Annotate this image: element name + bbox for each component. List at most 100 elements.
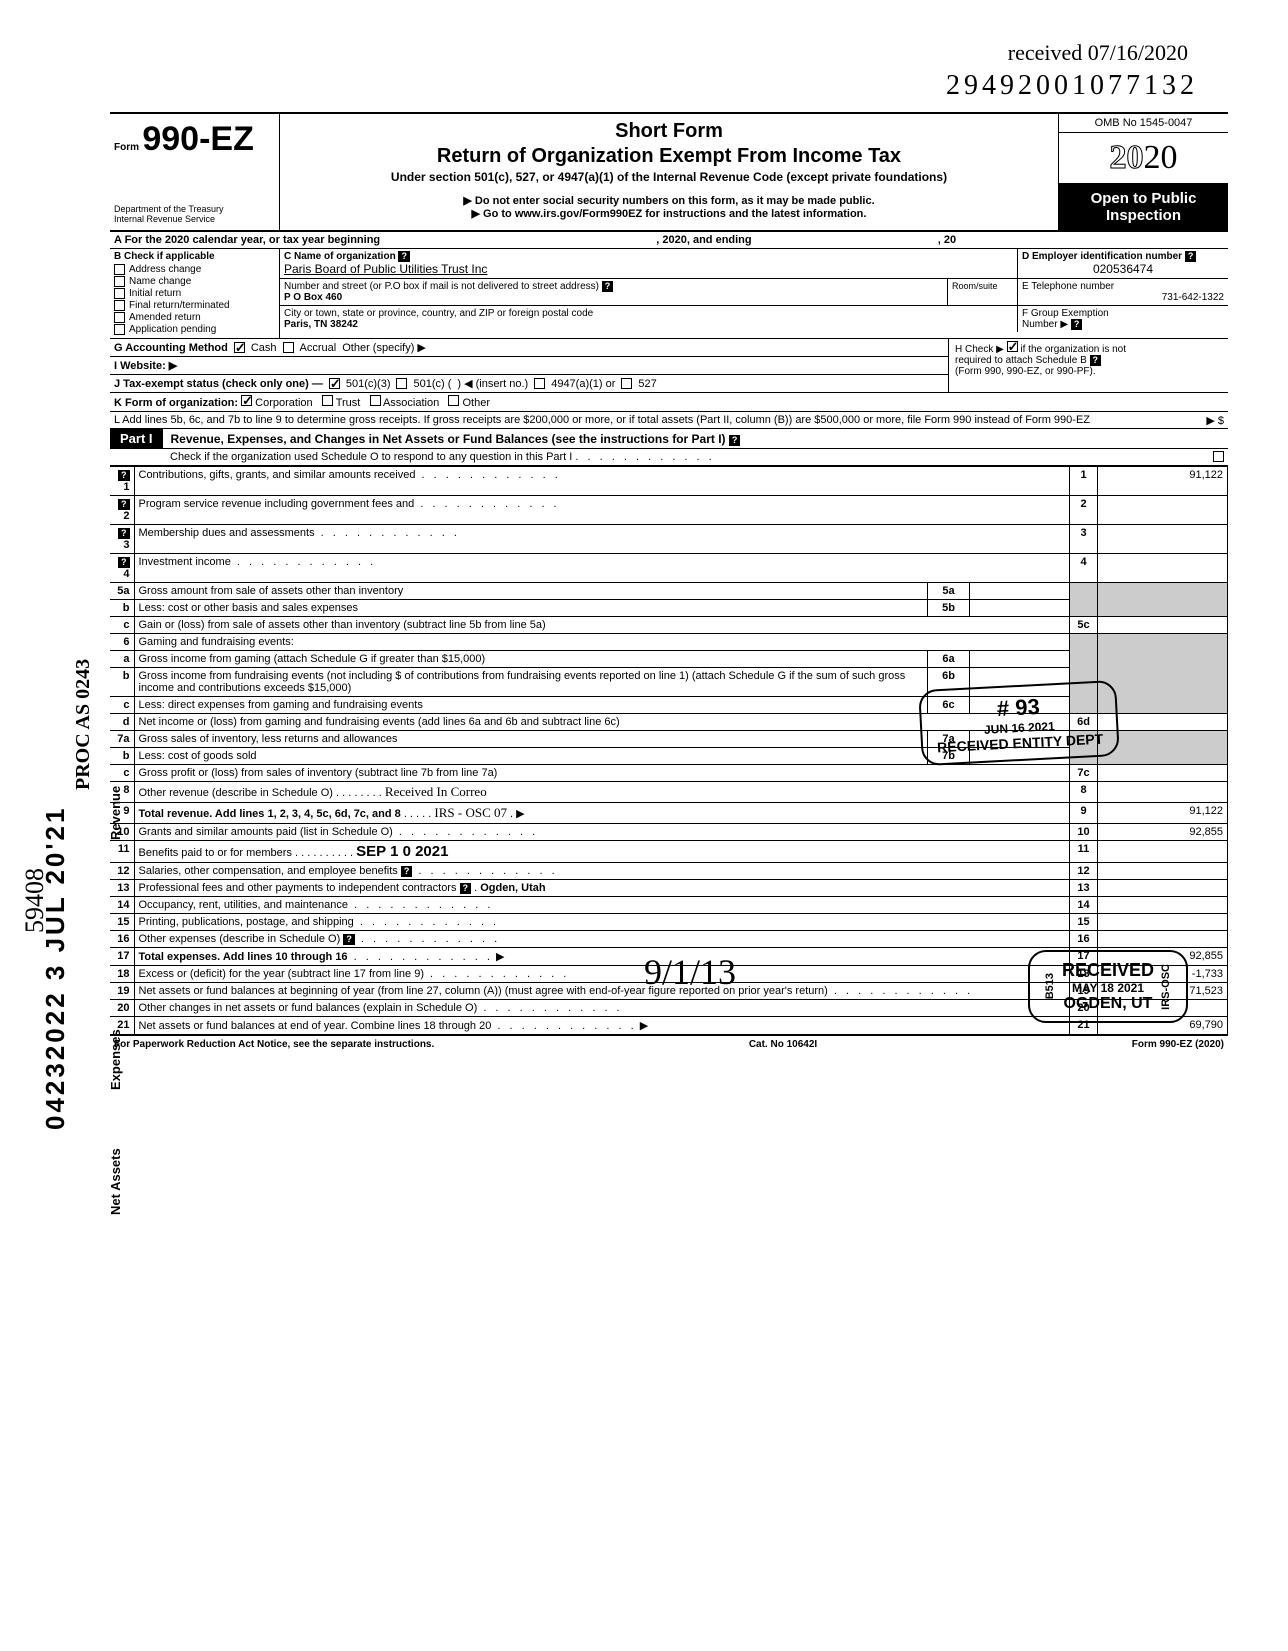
line-13-desc: Professional fees and other payments to … [139, 882, 457, 894]
line-5b-box: 5b [928, 600, 970, 617]
line-5c-desc: Gain or (loss) from sale of assets other… [139, 619, 546, 631]
row-c-name: C Name of organization ? Paris Board of … [280, 249, 1228, 279]
line-7c-col: 7c [1070, 765, 1098, 782]
chk-application-pending[interactable]: Application pending [114, 324, 275, 335]
line-7b-num: b [110, 748, 134, 765]
line-2-col: 2 [1070, 496, 1098, 525]
chk-association[interactable] [370, 395, 381, 406]
line-9-desc: Total revenue. Add lines 1, 2, 3, 4, 5c,… [139, 808, 401, 820]
e-phone-label: E Telephone number [1022, 281, 1224, 292]
help-icon: ? [729, 435, 741, 446]
line-4-desc: Investment income [139, 556, 231, 568]
chk-cash[interactable] [234, 342, 245, 353]
chk-final-return[interactable]: Final return/terminated [114, 300, 275, 311]
line-10-desc: Grants and similar amounts paid (list in… [139, 826, 393, 838]
chk-initial-return[interactable]: Initial return [114, 288, 275, 299]
handwritten-top: received 07/16/2020 [110, 40, 1228, 66]
omb-number: OMB No 1545-0047 [1059, 114, 1228, 133]
chk-h[interactable] [1007, 341, 1018, 352]
line-4: ? 4 Investment income 4 [110, 554, 1228, 583]
line-16-desc: Other expenses (describe in Schedule O) [139, 933, 341, 945]
line-14: 14 Occupancy, rent, utilities, and maint… [110, 897, 1228, 914]
chk-label-3: Final return/terminated [129, 300, 230, 311]
line-2: ? 2 Program service revenue including go… [110, 496, 1228, 525]
row-a: A For the 2020 calendar year, or tax yea… [110, 232, 1228, 249]
line-9-col: 9 [1070, 803, 1098, 824]
opt-corp: Corporation [255, 397, 312, 409]
addr-value: P O Box 460 [284, 292, 943, 303]
line-15: 15 Printing, publications, postage, and … [110, 914, 1228, 931]
line-3-num: 3 [123, 539, 129, 551]
f-group-label: F Group Exemption [1022, 308, 1224, 319]
line-5c: c Gain or (loss) from sale of assets oth… [110, 617, 1228, 634]
line-15-col: 15 [1070, 914, 1098, 931]
stamp-sep-date: SEP 1 0 2021 [356, 843, 448, 860]
line-6a-box: 6a [928, 651, 970, 668]
opt-trust: Trust [336, 397, 361, 409]
stamp-corres: Received In Correo [385, 784, 487, 799]
chk-amended-return[interactable]: Amended return [114, 312, 275, 323]
chk-label-1: Name change [129, 276, 191, 287]
chk-schedule-o[interactable] [1213, 451, 1224, 462]
help-icon: ? [1071, 319, 1083, 330]
h-text-3: required to attach Schedule B [955, 355, 1087, 366]
line-6d-num: d [110, 714, 134, 731]
line-11-num: 11 [110, 841, 134, 863]
line-8: 8 Other revenue (describe in Schedule O)… [110, 782, 1228, 803]
j-label: J Tax-exempt status (check only one) — [114, 378, 323, 390]
line-6c-desc: Less: direct expenses from gaming and fu… [139, 699, 423, 711]
line-4-val [1098, 554, 1228, 583]
chk-label-4: Amended return [129, 312, 201, 323]
handwritten-date: 9/1/13 [644, 951, 736, 993]
line-5b-num: b [110, 600, 134, 617]
line-1-val: 91,122 [1098, 467, 1228, 496]
line-14-col: 14 [1070, 897, 1098, 914]
open-public-2: Inspection [1063, 207, 1224, 224]
row-k: K Form of organization: Corporation Trus… [110, 393, 1228, 412]
chk-corporation[interactable] [241, 395, 252, 406]
form-prefix: Form [114, 142, 139, 153]
chk-501c3[interactable] [329, 378, 340, 389]
opt-cash: Cash [251, 342, 277, 354]
line-7a-num: 7a [110, 731, 134, 748]
chk-accrual[interactable] [283, 342, 294, 353]
help-icon: ? [1090, 355, 1102, 366]
line-11: 11 Benefits paid to or for members . . .… [110, 841, 1228, 863]
phone-value: 731-642-1322 [1022, 292, 1224, 303]
help-icon: ? [343, 934, 355, 945]
chk-527[interactable] [621, 378, 632, 389]
line-3-col: 3 [1070, 525, 1098, 554]
room-label: Room/suite [952, 281, 1013, 291]
title-under-section: Under section 501(c), 527, or 4947(a)(1)… [290, 170, 1048, 184]
line-5b-desc: Less: cost or other basis and sales expe… [139, 602, 359, 614]
opt-assoc: Association [383, 397, 439, 409]
open-public: Open to Public Inspection [1059, 184, 1228, 230]
line-1: ? 1 Contributions, gifts, grants, and si… [110, 467, 1228, 496]
line-20-num: 20 [110, 1000, 134, 1017]
line-5c-num: c [110, 617, 134, 634]
line-6d-desc: Net income or (loss) from gaming and fun… [139, 716, 620, 728]
received-stamp-1: # 93 JUN 16 2021 RECEIVED ENTITY DEPT [918, 680, 1120, 766]
chk-501c[interactable] [396, 378, 407, 389]
b-label: B Check if applicable [114, 251, 275, 262]
line-8-col: 8 [1070, 782, 1098, 803]
addr-label: Number and street (or P.O box if mail is… [284, 281, 599, 292]
part-i-header: Part I Revenue, Expenses, and Changes in… [110, 429, 1228, 449]
chk-trust[interactable] [322, 395, 333, 406]
chk-name-change[interactable]: Name change [114, 276, 275, 287]
line-13-num: 13 [110, 880, 134, 897]
opt-4947: 4947(a)(1) or [551, 378, 615, 390]
part-i-title: Revenue, Expenses, and Changes in Net As… [171, 432, 726, 446]
line-15-num: 15 [110, 914, 134, 931]
c-name-label: C Name of organization [284, 251, 396, 262]
line-17-num: 17 [110, 948, 134, 966]
chk-address-change[interactable]: Address change [114, 264, 275, 275]
chk-other[interactable] [448, 395, 459, 406]
chk-4947[interactable] [534, 378, 545, 389]
opt-527: 527 [638, 378, 656, 390]
ein-value: 020536474 [1022, 262, 1224, 276]
line-10: 10 Grants and similar amounts paid (list… [110, 824, 1228, 841]
side-revenue: Revenue [108, 786, 123, 840]
line-2-num: 2 [123, 510, 129, 522]
line-16: 16 Other expenses (describe in Schedule … [110, 931, 1228, 948]
